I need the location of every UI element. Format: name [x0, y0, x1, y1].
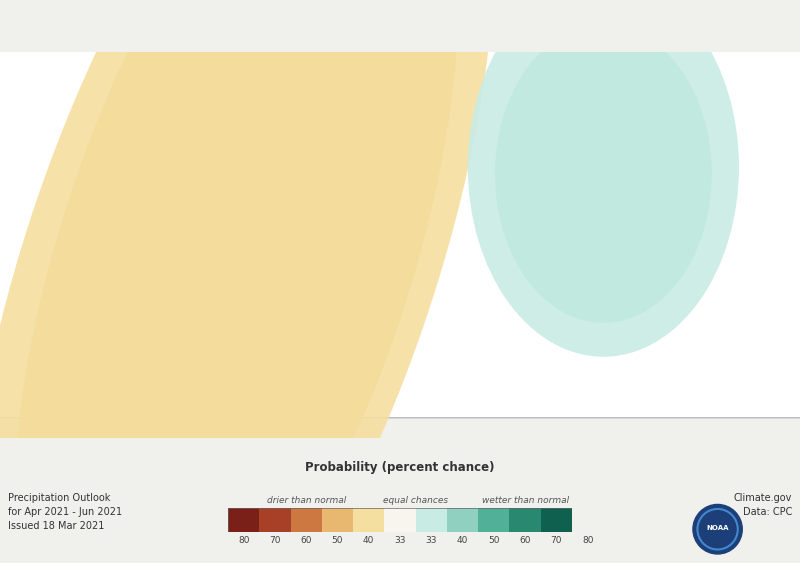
Text: NOAA: NOAA: [706, 525, 729, 531]
Text: 60: 60: [301, 535, 312, 544]
Text: 60: 60: [519, 535, 531, 544]
Text: Probability (percent chance): Probability (percent chance): [306, 461, 494, 474]
Ellipse shape: [125, 0, 377, 498]
Text: 33: 33: [394, 535, 406, 544]
Ellipse shape: [58, 0, 425, 563]
Circle shape: [693, 504, 742, 554]
Bar: [259, 508, 290, 532]
Text: 50: 50: [488, 535, 499, 544]
Ellipse shape: [0, 0, 494, 563]
Text: 40: 40: [363, 535, 374, 544]
Ellipse shape: [94, 0, 400, 556]
Text: Climate.gov
Data: CPC: Climate.gov Data: CPC: [734, 493, 792, 517]
Bar: [541, 508, 572, 532]
Ellipse shape: [13, 0, 458, 563]
Bar: [322, 508, 353, 532]
Text: 33: 33: [426, 535, 437, 544]
Text: Precipitation Outlook
for Apr 2021 - Jun 2021
Issued 18 Mar 2021: Precipitation Outlook for Apr 2021 - Jun…: [8, 493, 122, 530]
Text: 80: 80: [582, 535, 594, 544]
Text: equal chances: equal chances: [383, 496, 448, 505]
Text: 50: 50: [332, 535, 343, 544]
Text: 80: 80: [238, 535, 250, 544]
Text: 40: 40: [457, 535, 468, 544]
Bar: [447, 508, 478, 532]
FancyBboxPatch shape: [0, 45, 800, 418]
Ellipse shape: [468, 0, 739, 357]
Bar: [478, 508, 510, 532]
Bar: [510, 508, 541, 532]
Text: wetter than normal: wetter than normal: [482, 496, 569, 505]
Ellipse shape: [495, 25, 712, 323]
Ellipse shape: [522, 65, 685, 296]
Ellipse shape: [542, 99, 665, 275]
Bar: [384, 508, 416, 532]
Bar: [353, 508, 384, 532]
Text: drier than normal: drier than normal: [266, 496, 346, 505]
Bar: [416, 508, 447, 532]
Bar: [228, 508, 259, 532]
Text: 70: 70: [269, 535, 281, 544]
Text: 70: 70: [550, 535, 562, 544]
Bar: [290, 508, 322, 532]
